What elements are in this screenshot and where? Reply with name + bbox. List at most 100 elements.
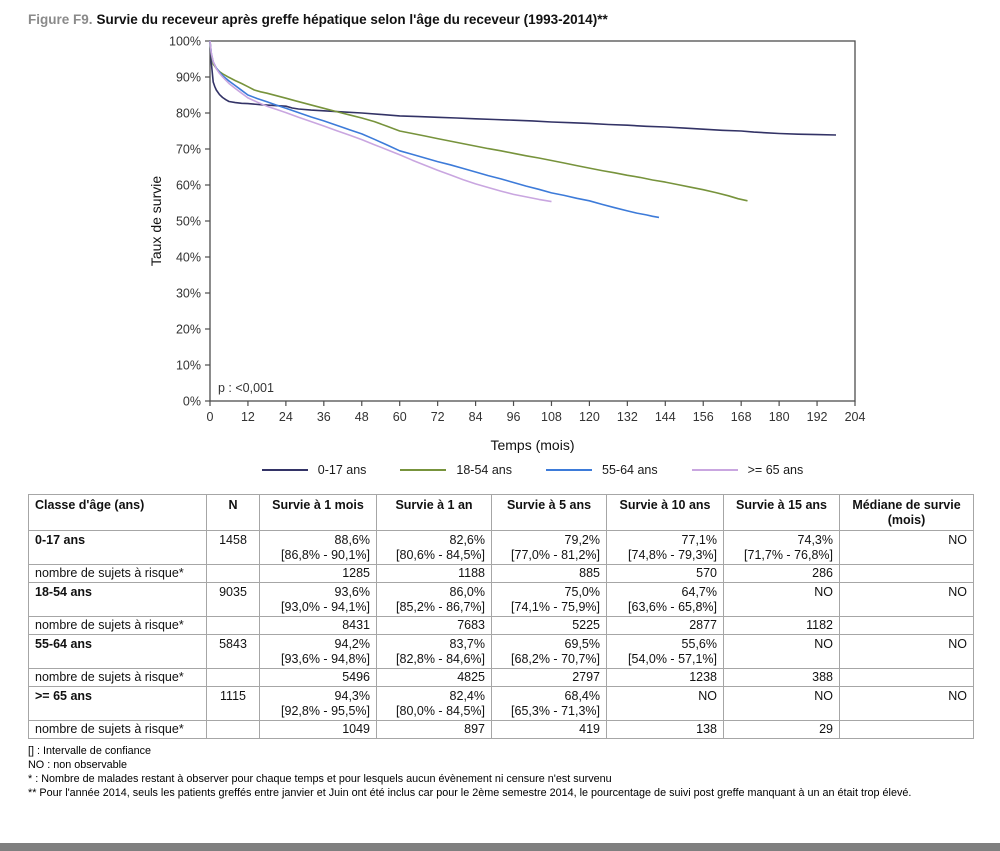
legend-item: 0-17 ans <box>261 463 367 477</box>
empty-cell <box>839 720 974 739</box>
y-tick-label: 0% <box>183 395 201 409</box>
age-class-label: 55-64 ans <box>28 634 207 669</box>
x-tick-label: 156 <box>693 410 714 424</box>
subjects-at-risk: 419 <box>491 720 607 739</box>
subjects-at-risk: 286 <box>723 564 840 583</box>
survival-cell: 82,6% [80,6% - 84,5%] <box>376 530 492 565</box>
x-tick-label: 192 <box>807 410 828 424</box>
n-value: 1115 <box>206 686 260 721</box>
risk-row-label: nombre de sujets à risque* <box>28 564 207 583</box>
n-value: 5843 <box>206 634 260 669</box>
y-tick-label: 80% <box>176 107 201 121</box>
survival-cell: 75,0% [74,1% - 75,9%] <box>491 582 607 617</box>
confidence-interval: [74,1% - 75,9%] <box>511 599 600 614</box>
risk-row: nombre de sujets à risque* 1049 897 419 138 2… <box>28 720 974 739</box>
table-row: >= 65 ans 1115 94,3% [92,8% - 95,5%] 82,4% [8… <box>28 686 974 721</box>
confidence-interval: [63,6% - 65,8%] <box>628 599 717 614</box>
figure-title: Survie du receveur après greffe hépatiqu… <box>96 12 608 27</box>
empty-cell <box>206 720 260 739</box>
legend-item: 55-64 ans <box>546 463 658 477</box>
subjects-at-risk: 138 <box>606 720 724 739</box>
legend-line-swatch <box>400 469 447 471</box>
survival-value: 79,2% <box>564 533 600 547</box>
risk-row: nombre de sujets à risque* 8431 7683 5225 28… <box>28 616 974 635</box>
table-header: Classe d'âge (ans) N Survie à 1 mois Survie… <box>28 494 974 531</box>
survival-cell: 82,4% [80,0% - 84,5%] <box>376 686 492 721</box>
survival-value: 94,3% <box>334 689 370 703</box>
confidence-interval: [68,2% - 70,7%] <box>511 651 600 666</box>
survival-value: 94,2% <box>334 637 370 651</box>
survival-cell: 64,7% [63,6% - 65,8%] <box>606 582 724 617</box>
series-line <box>209 40 552 203</box>
legend-label: 0-17 ans <box>317 463 367 477</box>
survival-value: 69,5% <box>564 637 600 651</box>
empty-cell <box>206 668 260 687</box>
age-class-label: 18-54 ans <box>28 582 207 617</box>
confidence-interval: [92,8% - 95,5%] <box>281 703 370 718</box>
y-axis-label: Taux de survie <box>148 176 164 266</box>
y-tick-label: 10% <box>176 359 201 373</box>
subjects-at-risk: 5225 <box>491 616 607 635</box>
n-value: 9035 <box>206 582 260 617</box>
n-value: 1458 <box>206 530 260 565</box>
confidence-interval: [80,0% - 84,5%] <box>396 703 485 718</box>
empty-cell <box>206 616 260 635</box>
risk-row: nombre de sujets à risque* 5496 4825 2797 12… <box>28 668 974 687</box>
subjects-at-risk: 570 <box>606 564 724 583</box>
subjects-at-risk: 7683 <box>376 616 492 635</box>
confidence-interval: [65,3% - 71,3%] <box>511 703 600 718</box>
chart-legend: 0-17 ans 18-54 ans 55-64 ans >= 65 ans <box>145 463 865 477</box>
subjects-at-risk: 2797 <box>491 668 607 687</box>
survival-cell: 88,6% [86,8% - 90,1%] <box>259 530 377 565</box>
survival-cell: 68,4% [65,3% - 71,3%] <box>491 686 607 721</box>
legend-item: >= 65 ans <box>691 463 803 477</box>
subjects-at-risk: 1188 <box>376 564 492 583</box>
empty-cell <box>206 564 260 583</box>
risk-row-label: nombre de sujets à risque* <box>28 720 207 739</box>
column-header: Médiane de survie (mois) <box>839 494 974 531</box>
series-line <box>209 40 660 219</box>
legend-line-swatch <box>261 469 308 471</box>
confidence-interval: [74,8% - 79,3%] <box>628 547 717 562</box>
x-tick-label: 48 <box>355 410 369 424</box>
subjects-at-risk: 897 <box>376 720 492 739</box>
survival-cell: 86,0% [85,2% - 86,7%] <box>376 582 492 617</box>
y-tick-label: 20% <box>176 323 201 337</box>
survival-value: 68,4% <box>564 689 600 703</box>
survival-cell: 93,6% [93,0% - 94,1%] <box>259 582 377 617</box>
subjects-at-risk: 388 <box>723 668 840 687</box>
x-tick-label: 12 <box>241 410 255 424</box>
x-axis-label: Temps (mois) <box>490 437 574 453</box>
survival-chart: 0 12 24 36 48 60 72 84 96 108 120 132 144 156 168 180 19… <box>148 35 866 454</box>
x-tick-label: 108 <box>541 410 562 424</box>
survival-value: NO <box>814 585 833 599</box>
x-tick-label: 204 <box>845 410 866 424</box>
subjects-at-risk: 1238 <box>606 668 724 687</box>
x-tick-label: 96 <box>507 410 521 424</box>
survival-value: NO <box>698 689 717 703</box>
median-survival: NO <box>839 582 974 617</box>
figure-title-line: Figure F9. Survie du receveur après greff… <box>0 0 1000 27</box>
subjects-at-risk: 1182 <box>723 616 840 635</box>
survival-value: 75,0% <box>564 585 600 599</box>
column-header: Survie à 10 ans <box>606 494 724 531</box>
x-tick-label: 120 <box>579 410 600 424</box>
survival-cell: 69,5% [68,2% - 70,7%] <box>491 634 607 669</box>
empty-cell <box>839 668 974 687</box>
survival-cell: 74,3% [71,7% - 76,8%] <box>723 530 840 565</box>
survival-value: NO <box>814 637 833 651</box>
age-class-label: 0-17 ans <box>28 530 207 565</box>
plot-border <box>209 40 856 402</box>
table-row: 55-64 ans 5843 94,2% [93,6% - 94,8%] 83,7% [8… <box>28 634 974 669</box>
y-tick-label: 70% <box>176 143 201 157</box>
legend-label: 18-54 ans <box>456 463 513 477</box>
empty-cell <box>839 616 974 635</box>
confidence-interval: [93,6% - 94,8%] <box>281 651 370 666</box>
y-tick-label: 30% <box>176 287 201 301</box>
footnote: NO : non observable <box>28 759 128 771</box>
x-tick-label: 144 <box>655 410 676 424</box>
y-tick-label: 50% <box>176 215 201 229</box>
confidence-interval: [82,8% - 84,6%] <box>396 651 485 666</box>
column-header: Survie à 1 mois <box>259 494 377 531</box>
median-survival: NO <box>839 686 974 721</box>
